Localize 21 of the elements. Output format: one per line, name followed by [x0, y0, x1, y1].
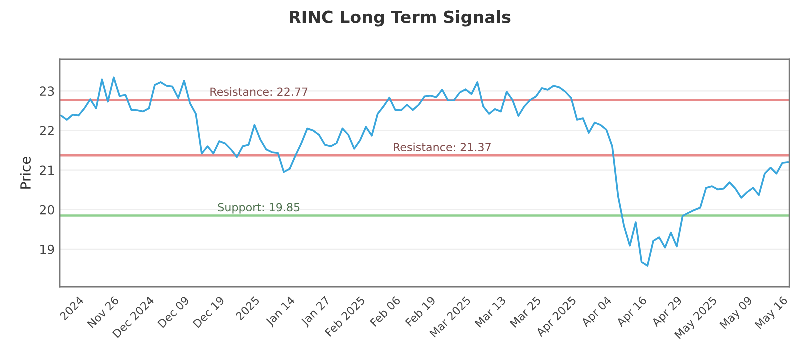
x-tick-label: Apr 04 — [580, 296, 614, 329]
y-tick-label: 23 — [40, 86, 54, 96]
x-tick-label: Dec 19 — [192, 296, 226, 328]
ref-line-label: Resistance: 22.77 — [210, 88, 308, 96]
ref-line-label: Support: 19.85 — [218, 203, 300, 214]
x-tick-label: Apr 16 — [616, 296, 649, 329]
y-tick-label: 19 — [40, 244, 54, 254]
y-tick-label: 21 — [40, 166, 54, 176]
x-tick-label: Mar 25 — [510, 296, 542, 328]
x-tick-label: Feb 06 — [370, 296, 402, 328]
chart-title: RINC Long Term Signals — [290, 10, 511, 27]
x-tick-label: Jan 27 — [300, 296, 332, 328]
y-tick-label: 22 — [40, 126, 54, 136]
x-tick-label: Dec 09 — [158, 296, 190, 328]
x-tick-label: Jan 14 — [265, 296, 298, 328]
x-tick-label: Mar 13 — [474, 296, 506, 328]
y-tick-label: 20 — [40, 205, 54, 215]
ref-line-label: Resistance: 21.37 — [394, 142, 491, 152]
y-axis-title: Price — [20, 157, 31, 189]
x-tick-label: Feb 19 — [405, 296, 436, 328]
line-series — [60, 76, 790, 267]
